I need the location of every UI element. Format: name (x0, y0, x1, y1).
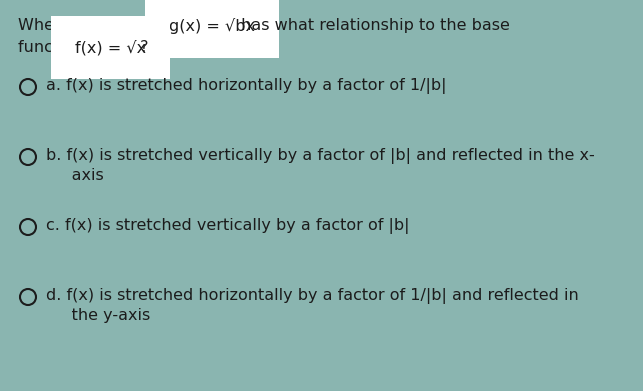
Text: function: function (18, 40, 89, 55)
Text: the y-axis: the y-axis (46, 308, 150, 323)
Text: When b< 0, the function: When b< 0, the function (18, 18, 221, 33)
Text: b. f(x) is stretched vertically by a factor of |b| and reflected in the x-: b. f(x) is stretched vertically by a fac… (46, 148, 595, 164)
Text: d. f(x) is stretched horizontally by a factor of 1/|b| and reflected in: d. f(x) is stretched horizontally by a f… (46, 288, 579, 304)
Text: g(x) = √bx: g(x) = √bx (168, 18, 255, 34)
Text: a. f(x) is stretched horizontally by a factor of 1/|b|: a. f(x) is stretched horizontally by a f… (46, 78, 446, 94)
Text: f(x) = √x: f(x) = √x (75, 40, 146, 56)
Text: axis: axis (46, 168, 104, 183)
Text: ?: ? (135, 40, 149, 55)
Text: has what relationship to the base: has what relationship to the base (235, 18, 509, 33)
Text: c. f(x) is stretched vertically by a factor of |b|: c. f(x) is stretched vertically by a fac… (46, 218, 410, 234)
